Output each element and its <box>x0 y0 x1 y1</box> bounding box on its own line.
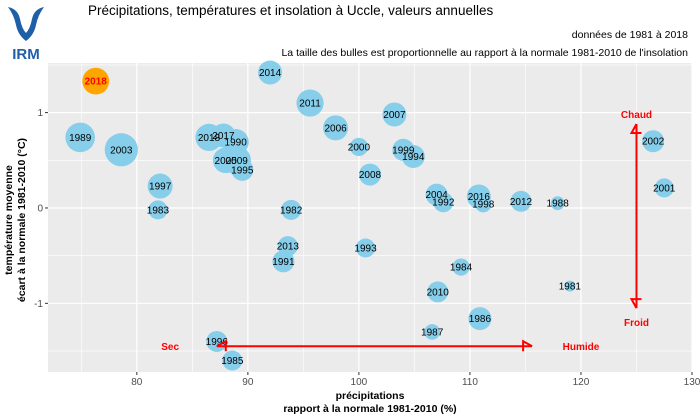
annotation-chaud: Chaud <box>621 110 652 121</box>
bubble-label-1986: 1986 <box>469 314 492 325</box>
bubble-1993 <box>356 238 376 258</box>
bubble-label-2018: 2018 <box>198 133 221 144</box>
bubble-label-1995: 1995 <box>231 165 254 176</box>
bubble-label-1988: 1988 <box>547 199 570 210</box>
bubble-label-1998: 1998 <box>472 200 495 211</box>
bubble-label-1991: 1991 <box>272 257 295 268</box>
bubble-label-2012: 2012 <box>510 197 533 208</box>
y-axis-label: température moyenne écart à la normale 1… <box>3 138 28 302</box>
bubble-1995 <box>231 158 254 181</box>
bubble-label-1993: 1993 <box>354 244 377 255</box>
bubble-1985 <box>222 350 243 371</box>
bubble-label-2002: 2002 <box>642 137 665 148</box>
bubble-label-2014: 2014 <box>259 68 282 79</box>
bubble-1988 <box>550 196 565 211</box>
annotation-froid: Froid <box>624 318 649 329</box>
x-tick-label: 130 <box>684 377 700 388</box>
annotation-humide: Humide <box>563 342 600 353</box>
bubble-2010 <box>427 281 449 303</box>
logo-wave-mark <box>8 7 44 41</box>
bubble-label-2006: 2006 <box>324 123 347 134</box>
bubble-label-1981: 1981 <box>559 282 582 293</box>
bubble-label-1996: 1996 <box>206 337 229 348</box>
bubble-1987 <box>424 324 440 340</box>
bubble-label-2004: 2004 <box>425 190 448 201</box>
bubble-1989 <box>65 122 95 153</box>
bubble-2003 <box>104 133 138 167</box>
bubble-label-1987: 1987 <box>421 327 444 338</box>
bubble-1992 <box>433 192 454 213</box>
logo-text: IRM <box>12 46 40 63</box>
bubble-label-2009: 2009 <box>226 156 249 167</box>
y-axis-label-line2: écart à la normale 1981-2010 (°C) <box>16 138 28 302</box>
bubble-label-2003: 2003 <box>110 145 133 156</box>
x-axis-label-line2: rapport à la normale 1981-2010 (%) <box>283 403 457 415</box>
bubble-label-2018: 2018 <box>85 77 108 88</box>
bubble-label-2011: 2011 <box>299 99 321 110</box>
bubble-1983 <box>148 200 168 220</box>
bubble-label-1994: 1994 <box>402 152 425 163</box>
bubble-1998 <box>475 195 492 213</box>
bubble-2000 <box>349 137 368 157</box>
plot-panel <box>48 63 692 372</box>
bubble-1984 <box>452 258 470 276</box>
y-tick-label: 0 <box>37 203 43 214</box>
bubble-label-1992: 1992 <box>432 198 455 209</box>
bubble-label-1999: 1999 <box>392 145 415 156</box>
precipitation-arrow-head-left <box>216 339 227 352</box>
x-tick-label: 100 <box>351 377 368 388</box>
bubble-label-1983: 1983 <box>147 205 170 216</box>
bubble-label-2013: 2013 <box>277 242 300 253</box>
bubble-label-2010: 2010 <box>427 287 450 298</box>
bubble-2018 <box>82 67 110 95</box>
bubble-label-1997: 1997 <box>149 182 172 193</box>
bubble-label-1990: 1990 <box>225 138 248 149</box>
bubble-2014 <box>258 60 283 85</box>
bubble-1991 <box>272 250 295 273</box>
bubble-label-2005: 2005 <box>215 156 238 167</box>
bubble-2008 <box>359 163 381 186</box>
bubble-2011 <box>296 89 324 117</box>
bubble-label-1985: 1985 <box>221 356 244 367</box>
bubble-label-2017: 2017 <box>212 131 235 142</box>
annotation-sec: Sec <box>161 342 179 353</box>
bubble-1986 <box>468 307 492 331</box>
temperature-arrow-head-up <box>629 123 642 135</box>
bubble-label-2008: 2008 <box>359 170 382 181</box>
temperature-arrow-head-down <box>629 298 642 309</box>
bubble-label-2016: 2016 <box>468 192 491 203</box>
chart-title: Précipitations, températures et insolati… <box>88 3 494 18</box>
bubble-1994 <box>401 144 425 168</box>
x-tick-label: 90 <box>242 377 254 388</box>
bubble-2007 <box>382 102 407 127</box>
precipitation-arrow-head-right <box>522 339 533 352</box>
bubble-2002 <box>642 130 665 153</box>
irm-logo: IRM <box>8 7 44 63</box>
bubble-label-1989: 1989 <box>69 133 92 144</box>
x-axis-label-line1: précipitations <box>335 390 405 402</box>
bubble-label-1982: 1982 <box>280 205 303 216</box>
x-tick-label: 120 <box>573 377 590 388</box>
bubble-label-2007: 2007 <box>383 110 406 121</box>
bubble-1981 <box>564 280 576 292</box>
bubble-2001 <box>654 178 674 198</box>
bubble-label-2001: 2001 <box>653 183 676 194</box>
bubble-1997 <box>147 173 173 199</box>
y-tick-label: -1 <box>34 299 43 310</box>
x-tick-label: 110 <box>462 377 478 388</box>
x-tick-label: 80 <box>131 377 143 388</box>
bubble-2012 <box>510 190 532 212</box>
bubble-2006 <box>323 115 349 141</box>
bubble-size-note: La taille des bulles est proportionnelle… <box>281 47 688 59</box>
period-note: données de 1981 à 2018 <box>571 29 688 41</box>
y-axis-label-line1: température moyenne <box>3 165 15 275</box>
y-tick-label: 1 <box>37 108 43 119</box>
bubble-label-2000: 2000 <box>348 142 371 153</box>
bubble-label-1984: 1984 <box>450 263 473 274</box>
bubble-1982 <box>281 199 302 220</box>
